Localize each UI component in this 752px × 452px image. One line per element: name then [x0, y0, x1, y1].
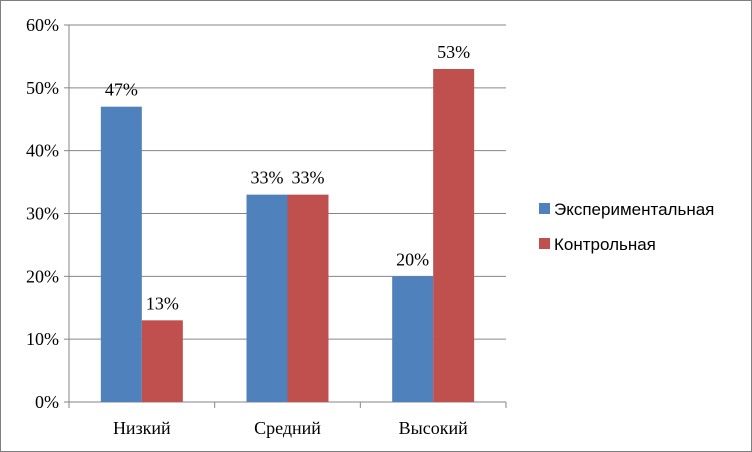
data-label: 47%: [105, 80, 138, 100]
y-tick-label: 60%: [26, 15, 59, 35]
bar: [100, 106, 142, 402]
y-tick-label: 10%: [26, 329, 59, 349]
data-label: 53%: [437, 42, 470, 62]
y-tick-label: 30%: [26, 204, 59, 224]
data-label: 13%: [146, 293, 179, 313]
y-tick-label: 20%: [26, 266, 59, 286]
bar: [287, 194, 329, 402]
bar: [433, 68, 475, 402]
data-label: 33%: [251, 168, 284, 188]
data-label: 33%: [292, 168, 325, 188]
y-tick-label: 0%: [35, 392, 59, 412]
bar: [141, 320, 183, 402]
legend-swatch: [539, 238, 550, 249]
legend-label: Контрольная: [554, 235, 656, 254]
y-tick-label: 50%: [26, 78, 59, 98]
bar: [246, 194, 288, 402]
legend-label: Экспериментальная: [554, 200, 714, 219]
data-label: 20%: [396, 249, 429, 269]
x-tick-label: Высокий: [399, 418, 468, 438]
x-tick-label: Низкий: [113, 418, 171, 438]
bar: [392, 276, 434, 402]
x-tick-label: Средний: [254, 418, 321, 438]
legend-swatch: [539, 203, 550, 214]
y-tick-label: 40%: [26, 141, 59, 161]
